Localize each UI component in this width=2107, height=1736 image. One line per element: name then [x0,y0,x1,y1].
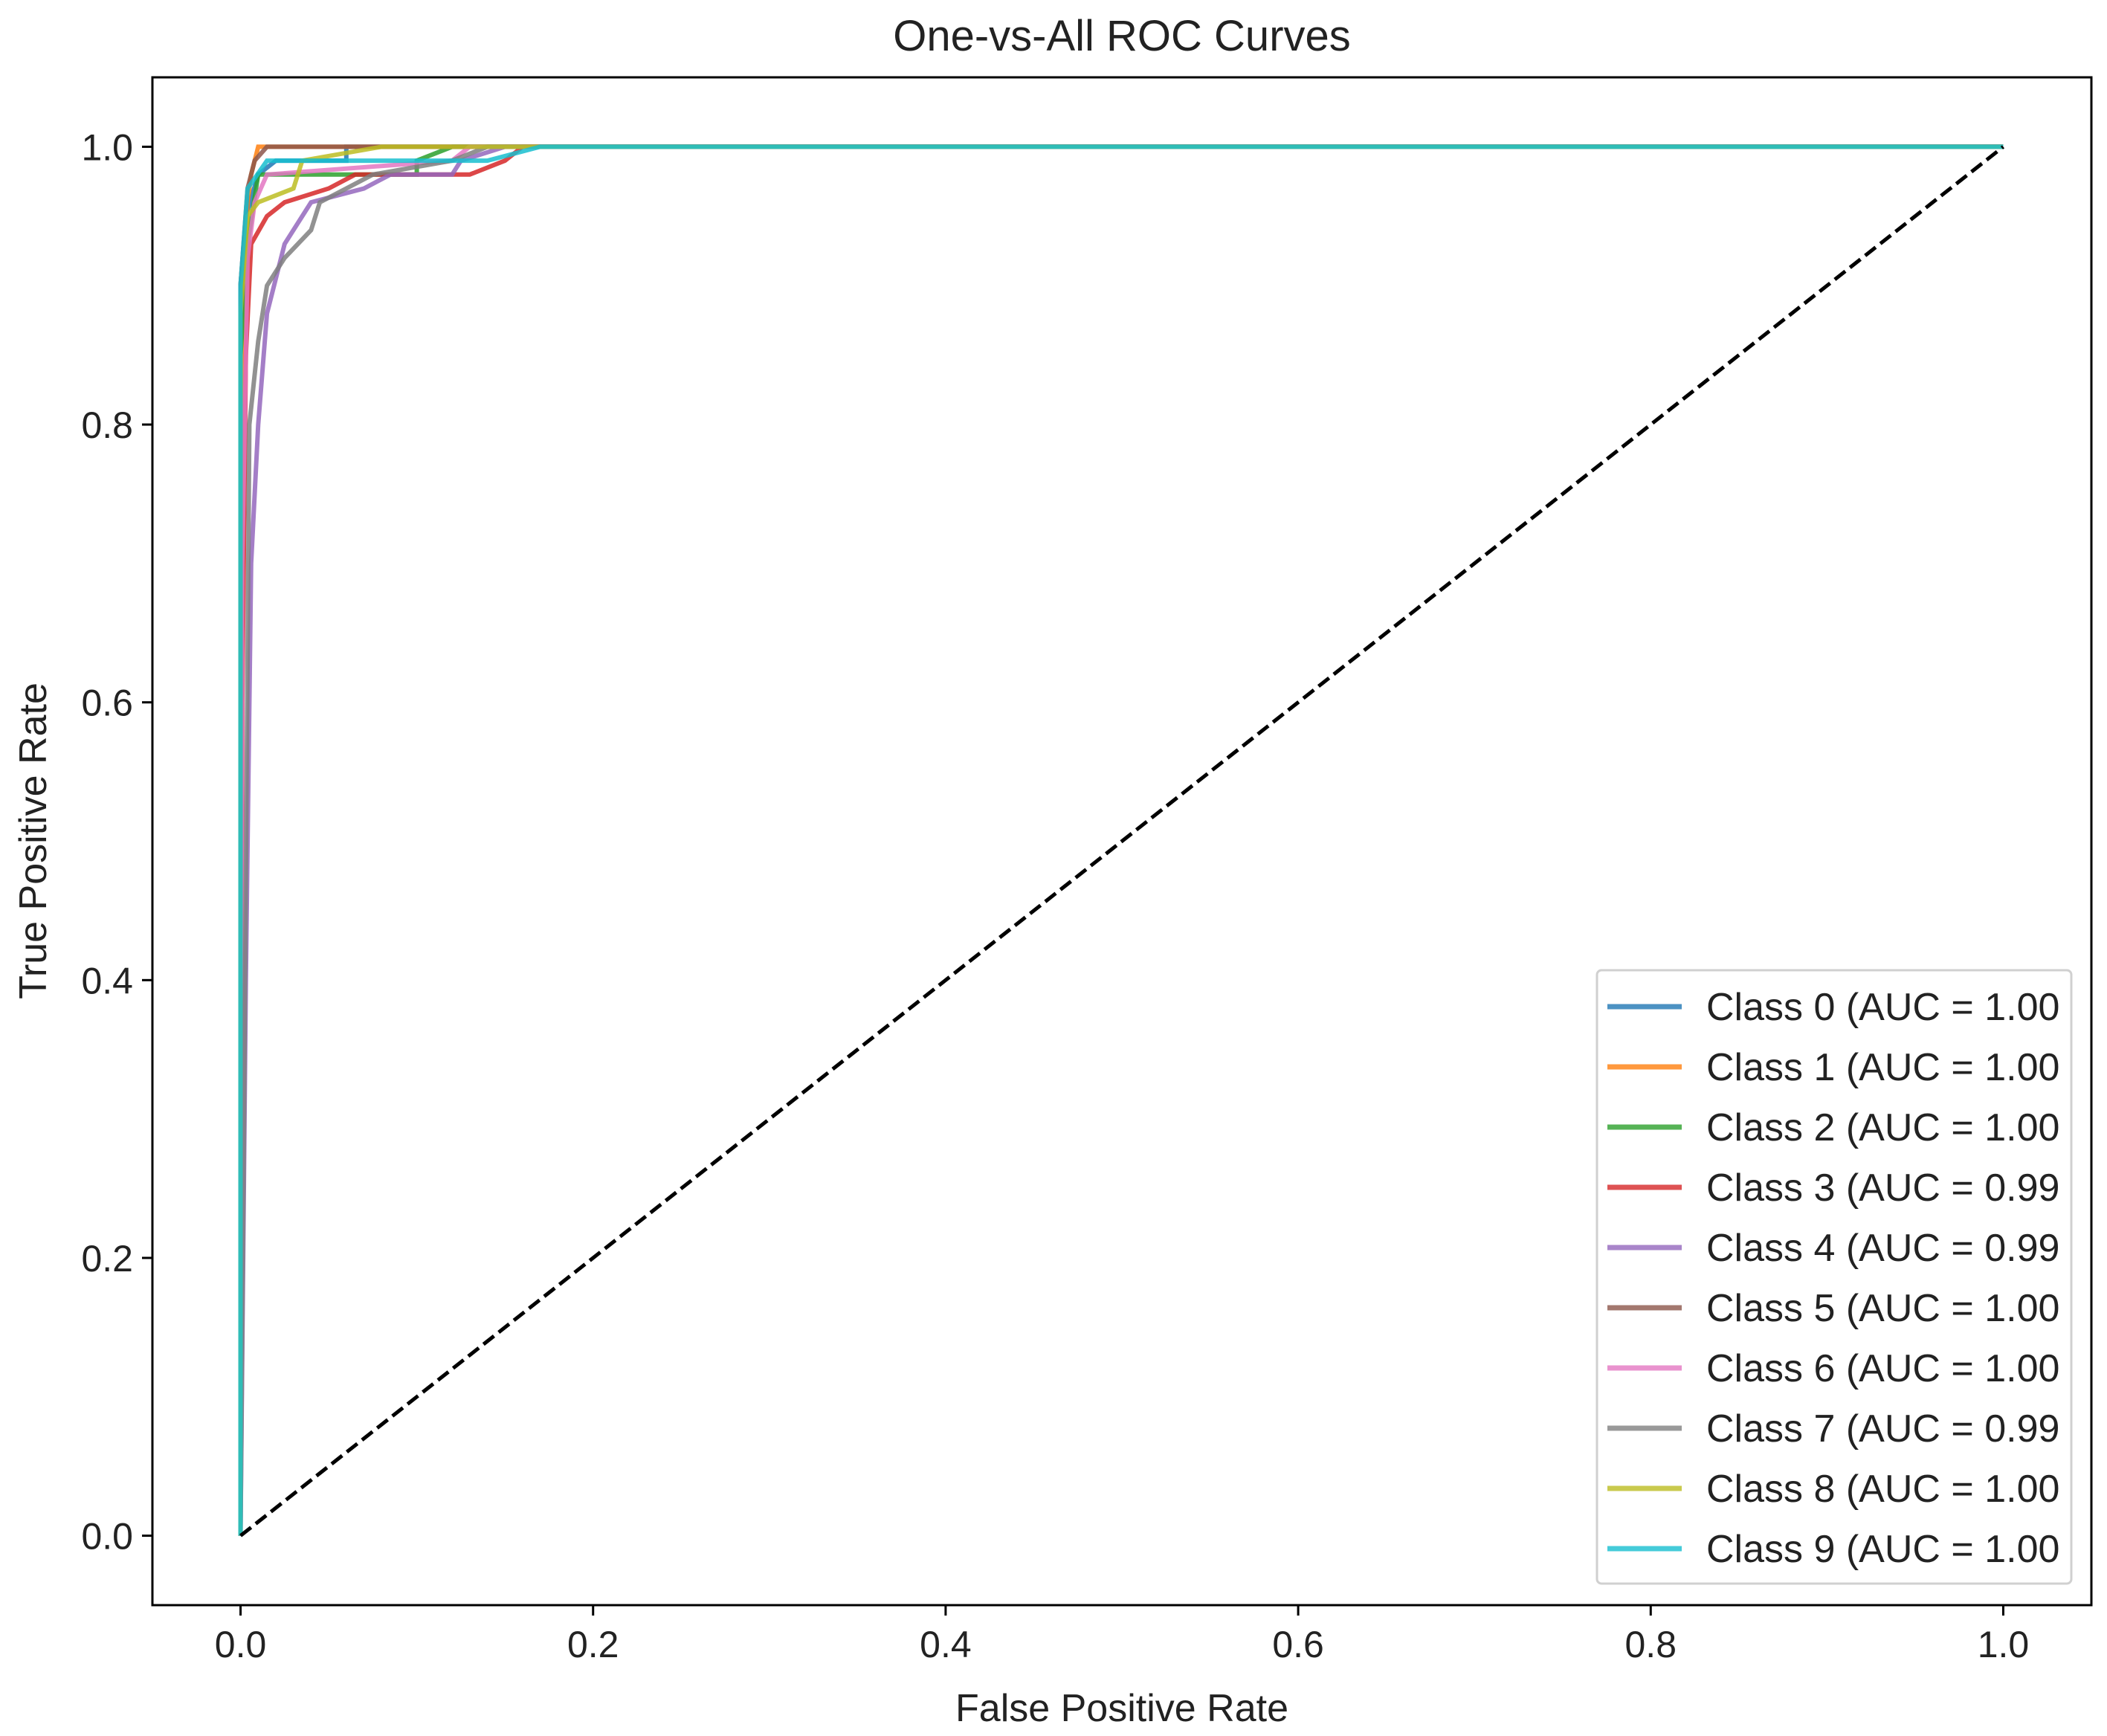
legend-label-class-2: Class 2 (AUC = 1.00 [1706,1106,2059,1149]
legend-label-class-4: Class 4 (AUC = 0.99 [1706,1227,2059,1270]
y-axis: 0.0 0.2 0.4 0.6 0.8 1.0 [81,126,152,1558]
x-axis-label: False Positive Rate [955,1687,1288,1730]
legend-label-class-0: Class 0 (AUC = 1.00 [1706,986,2059,1029]
legend-label-class-5: Class 5 (AUC = 1.00 [1706,1287,2059,1330]
x-tick-label: 1.0 [1978,1624,2030,1665]
y-tick-label: 0.6 [81,683,133,724]
y-tick-label: 0.0 [81,1516,133,1558]
chance-diagonal-line [239,145,2005,1537]
y-tick-label: 0.4 [81,960,133,1001]
y-axis-label: True Positive Rate [12,683,55,999]
roc-curve-class-9 [238,144,2004,1536]
x-tick-label: 0.0 [215,1624,267,1665]
legend-label-class-9: Class 9 (AUC = 1.00 [1706,1528,2059,1571]
y-tick-label: 0.8 [81,404,133,446]
legend-label-class-3: Class 3 (AUC = 0.99 [1706,1167,2059,1210]
legend-box [1595,969,2073,1585]
legend-label-class-8: Class 8 (AUC = 1.00 [1706,1468,2059,1511]
x-tick-label: 0.4 [920,1624,972,1665]
legend: Class 0 (AUC = 1.00 Class 1 (AUC = 1.00 Cl… [1595,969,2073,1585]
x-tick-label: 0.2 [567,1624,619,1665]
legend-label-class-7: Class 7 (AUC = 0.99 [1706,1407,2059,1451]
x-tick-label: 0.8 [1625,1624,1677,1665]
chart-title: One-vs-All ROC Curves [893,12,1351,60]
roc-curve-class-6 [238,144,2004,1536]
y-tick-label: 0.2 [81,1238,133,1280]
legend-label-class-6: Class 6 (AUC = 1.00 [1706,1347,2059,1390]
y-tick-label: 1.0 [81,126,133,168]
axes-frame [151,76,2093,1607]
x-axis: 0.0 0.2 0.4 0.6 0.8 1.0 [215,1605,2029,1665]
plot-area [238,144,2005,1537]
x-tick-label: 0.6 [1272,1624,1324,1665]
legend-label-class-1: Class 1 (AUC = 1.00 [1706,1046,2059,1089]
